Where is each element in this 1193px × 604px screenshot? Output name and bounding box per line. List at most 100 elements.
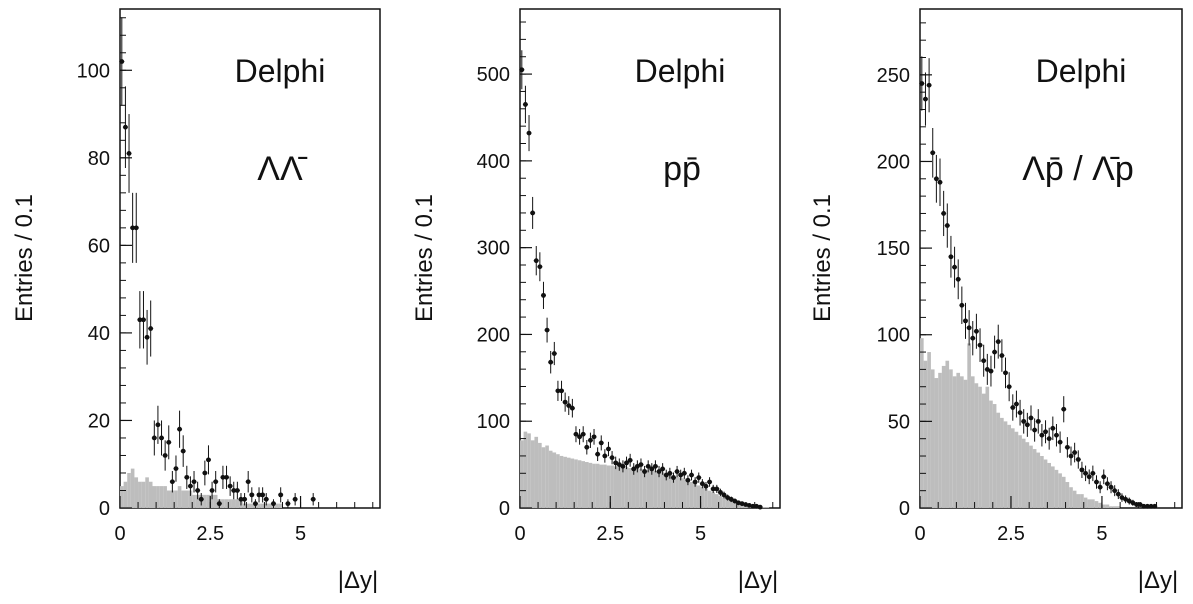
data-marker [645, 463, 651, 469]
data-marker [209, 488, 215, 493]
data-marker [1130, 500, 1136, 506]
data-point [1032, 418, 1038, 442]
y-tick-label: 500 [477, 64, 510, 86]
data-marker [123, 124, 128, 130]
mc-bin [927, 352, 931, 508]
mc-bin [130, 468, 135, 508]
mc-bin [981, 393, 986, 508]
mc-bin [275, 503, 279, 508]
mc-bin [228, 499, 232, 508]
mc-bin [235, 499, 240, 508]
y-tick-label: 100 [877, 325, 910, 347]
data-marker [718, 489, 723, 495]
mc-bin [650, 469, 654, 508]
data-point [919, 56, 925, 111]
data-point [707, 477, 713, 487]
data-point [249, 487, 255, 503]
mc-bin [1003, 421, 1008, 508]
y-tick-label: 0 [899, 498, 910, 520]
data-marker [624, 460, 629, 466]
mc-bin [639, 468, 643, 508]
data-marker [948, 254, 954, 260]
data-marker [148, 326, 154, 331]
mc-bin [127, 472, 131, 508]
y-tick-label: 300 [477, 238, 510, 260]
data-point [155, 405, 161, 444]
mc-bin [938, 372, 942, 508]
data-marker [1105, 481, 1110, 487]
data-marker [1137, 502, 1143, 507]
mc-bin [138, 481, 142, 508]
data-marker [213, 479, 219, 485]
data-marker [941, 211, 947, 216]
data-point [977, 328, 983, 362]
data-point [1104, 477, 1110, 491]
mc-bin [203, 494, 207, 508]
data-point [533, 246, 539, 276]
data-point [1097, 481, 1103, 494]
data-marker [959, 302, 965, 308]
data-point [1050, 416, 1056, 441]
data-point [184, 465, 190, 489]
data-point [678, 469, 684, 481]
mc-bin [1007, 424, 1011, 508]
panel-lambda-pbar: 0 50 100 150 200 250 0 2.5 5 Delphi Λp̄ / Λ̄p En… [809, 8, 1183, 594]
data-marker [707, 479, 712, 485]
data-point [122, 86, 128, 169]
data-point [1017, 399, 1023, 426]
x-tick-label: 2.5 [596, 523, 624, 545]
y-tick-label: 20 [88, 410, 110, 432]
data-marker [1039, 432, 1045, 438]
data-marker [544, 327, 550, 333]
data-marker [1068, 453, 1074, 459]
data-point [952, 246, 958, 288]
data-marker [141, 317, 146, 323]
data-marker [119, 59, 125, 64]
y-tick-label: 80 [88, 148, 110, 170]
data-point [591, 428, 597, 445]
data-marker [238, 496, 244, 502]
data-marker [569, 405, 575, 411]
data-point [732, 498, 738, 504]
mc-bin [610, 465, 614, 508]
data-marker [1054, 432, 1059, 438]
mc-bin [599, 464, 604, 508]
data-marker [1003, 370, 1008, 376]
data-marker [206, 457, 211, 463]
data-point [292, 493, 298, 506]
mc-bin [628, 468, 632, 508]
mc-bin [956, 372, 961, 508]
mc-bin [952, 376, 957, 508]
data-point [645, 460, 651, 473]
data-point [530, 196, 536, 229]
data-point [1093, 475, 1099, 489]
mc-bin [992, 404, 997, 508]
data-marker [1083, 470, 1088, 476]
data-point [187, 476, 193, 496]
mc-bin [1032, 449, 1037, 508]
mc-bin [1018, 435, 1022, 508]
mc-bin [152, 486, 157, 508]
mc-bin [559, 455, 564, 508]
data-point [717, 488, 723, 497]
data-point [1068, 446, 1074, 466]
mc-bin [696, 485, 701, 508]
data-marker [609, 455, 615, 461]
mc-bin [978, 386, 982, 508]
data-marker [1148, 503, 1154, 509]
data-point [209, 481, 215, 500]
mc-bin [257, 503, 261, 508]
data-point [725, 494, 731, 501]
mc-bin [120, 486, 124, 508]
mc-bin [1087, 499, 1092, 508]
mc-bin [1069, 487, 1073, 508]
mc-bin [545, 445, 549, 508]
y-axis-title: Entries / 0.1 [809, 194, 836, 322]
data-marker [242, 496, 247, 502]
data-marker [551, 351, 557, 356]
mc-bin [989, 400, 993, 508]
data-marker [620, 463, 626, 469]
data-marker [573, 431, 579, 437]
data-marker [173, 466, 179, 472]
y-tick-label: 200 [877, 151, 910, 173]
